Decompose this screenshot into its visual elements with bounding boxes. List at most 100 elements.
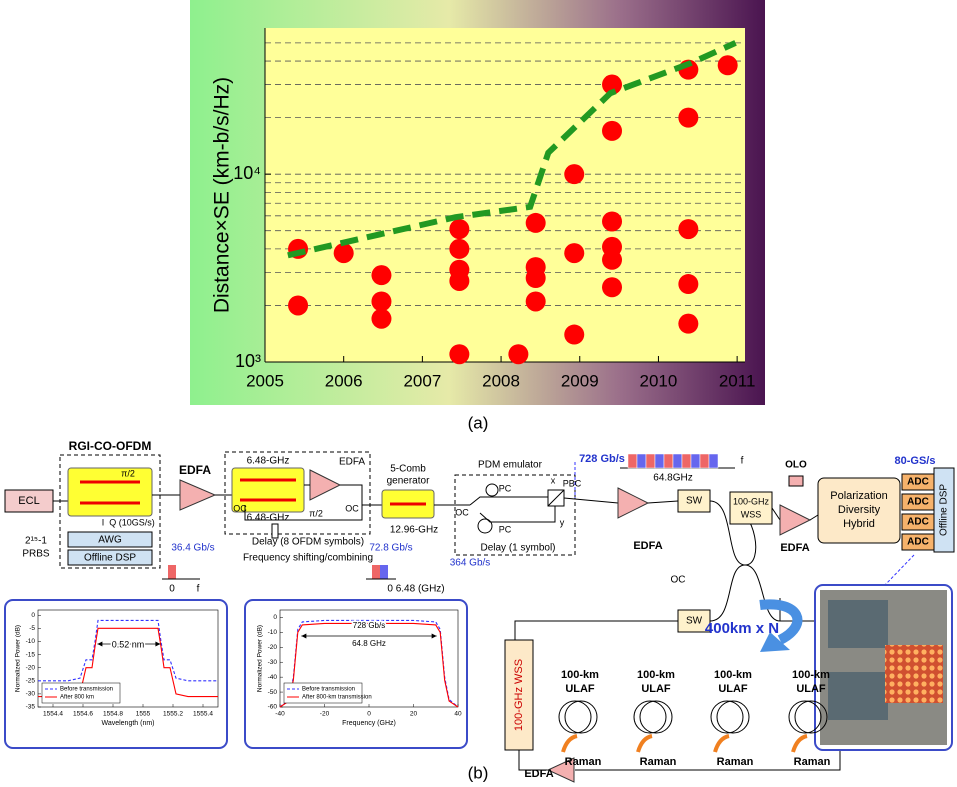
- diagram-label: 64.8GHz: [653, 473, 692, 484]
- legend-label: Before transmission: [60, 687, 113, 693]
- pointer: [885, 555, 914, 585]
- legend-label: Before transmission: [302, 687, 355, 693]
- diagram-label: OC: [671, 575, 686, 586]
- x-tick-label: 2008: [482, 371, 520, 390]
- y-tick-label: -20: [268, 644, 278, 651]
- diagram-label: Hybrid: [843, 518, 875, 530]
- diagram-label: 100-GHz WSS: [513, 659, 525, 731]
- diagram-label: Raman: [717, 756, 754, 768]
- diagram-label: WSS: [741, 509, 762, 519]
- raman-pump: [563, 736, 577, 752]
- spectrum: [380, 565, 388, 579]
- raman-pump: [793, 736, 807, 752]
- x-tick-label: 1554.4: [43, 711, 63, 718]
- edfa: [780, 505, 810, 535]
- diagram-label: π/2: [121, 468, 135, 478]
- diagram-label: RGI-CO-OFDM: [69, 439, 152, 453]
- data-point: [602, 277, 622, 297]
- diagram-label: ADC: [907, 517, 929, 528]
- plot-area: [265, 28, 745, 362]
- diagram-label: f: [197, 584, 200, 595]
- y-tick-label: -30: [26, 691, 36, 698]
- y-tick-label: -40: [268, 674, 278, 681]
- data-point: [564, 164, 584, 184]
- diagram-label: x: [551, 475, 556, 485]
- x-tick-label: 1555.2: [163, 711, 183, 718]
- data-point: [449, 271, 469, 291]
- x-tick-label: 20: [410, 711, 418, 718]
- y-axis-label: Normalized Power (dB): [15, 625, 22, 692]
- y-tick-label: 10⁴: [233, 163, 261, 183]
- y-tick-label: -10: [26, 638, 36, 645]
- edfa: [310, 470, 340, 500]
- raman-pump: [638, 736, 652, 752]
- y-tick-label: -60: [268, 704, 278, 711]
- diagram-label: Frequency shifting/combining: [243, 553, 373, 564]
- diagram-label: Diversity: [838, 504, 881, 516]
- diagram-label: EDFA: [633, 540, 662, 552]
- diagram-label: ULAF: [718, 683, 748, 695]
- diagram-label: ADC: [907, 537, 929, 548]
- edfa: [618, 488, 648, 518]
- diagram-label: 80-GS/s: [895, 455, 936, 467]
- polarization-controller: [486, 484, 498, 496]
- raman-pump: [715, 736, 729, 752]
- data-point: [288, 295, 308, 315]
- data-point: [449, 344, 469, 364]
- y-tick-label: -5: [29, 625, 35, 632]
- diagram-label: ECL: [18, 495, 39, 507]
- fiber-spool: [559, 701, 591, 733]
- x-tick-label: 2009: [561, 371, 599, 390]
- x-axis-label: Wavelength (nm): [101, 720, 154, 727]
- diagram-label: Offline DSP: [939, 484, 950, 536]
- diagram-label: Q (10GS/s): [109, 517, 155, 527]
- diagram-label: AWG: [98, 535, 122, 546]
- annotation: 64.8 GHz: [352, 639, 386, 648]
- olo-box: [789, 476, 803, 486]
- spectrum-channel: [673, 454, 682, 468]
- diagram-label: (b): [468, 763, 489, 782]
- spectrum-channel: [655, 454, 664, 468]
- diagram-label: PBC: [563, 478, 582, 488]
- diagram-label: ULAF: [641, 683, 671, 695]
- diagram-label: Delay (8 OFDM symbols): [252, 537, 364, 548]
- y-tick-label: -15: [26, 651, 36, 658]
- data-point: [449, 219, 469, 239]
- x-tick-label: 0: [367, 711, 371, 718]
- diagram-label: 0: [169, 584, 175, 595]
- diagram-label: OC: [455, 507, 469, 517]
- data-point: [564, 243, 584, 263]
- diagram-label: ULAF: [565, 683, 595, 695]
- fiber: [470, 497, 555, 522]
- data-point: [371, 291, 391, 311]
- data-point: [602, 211, 622, 231]
- diagram-label: generator: [387, 476, 430, 487]
- fiber-spool: [640, 701, 672, 733]
- annotation: 728 Gb/s: [353, 621, 385, 630]
- spectrum-channel: [700, 454, 709, 468]
- fiber-spool: [565, 701, 597, 733]
- diagram-label: EDFA: [339, 457, 365, 468]
- diagram-label: 100-km: [561, 669, 599, 681]
- diagram-label: ADC: [907, 497, 929, 508]
- diagram-label: 100-km: [792, 669, 830, 681]
- data-point: [678, 219, 698, 239]
- diagram-label: 36.4 Gb/s: [171, 543, 214, 554]
- data-point: [526, 268, 546, 288]
- data-point: [371, 265, 391, 285]
- diagram-label: 100-km: [714, 669, 752, 681]
- y-tick-label: 10³: [235, 351, 261, 371]
- fiber-spool: [711, 701, 743, 733]
- data-point: [678, 274, 698, 294]
- x-tick-label: 1554.6: [73, 711, 93, 718]
- spectrum-channel: [637, 454, 646, 468]
- x-tick-label: -20: [320, 711, 330, 718]
- y-axis-label: Distance×SE (km-b/s/Hz): [211, 77, 234, 313]
- data-point: [564, 325, 584, 345]
- y-tick-label: -20: [26, 664, 36, 671]
- diagram-label: PC: [499, 483, 512, 493]
- diagram-label: f: [741, 456, 744, 467]
- legend-label: After 800-km transmission: [302, 695, 372, 701]
- spectrum: [168, 565, 176, 579]
- data-point: [678, 314, 698, 334]
